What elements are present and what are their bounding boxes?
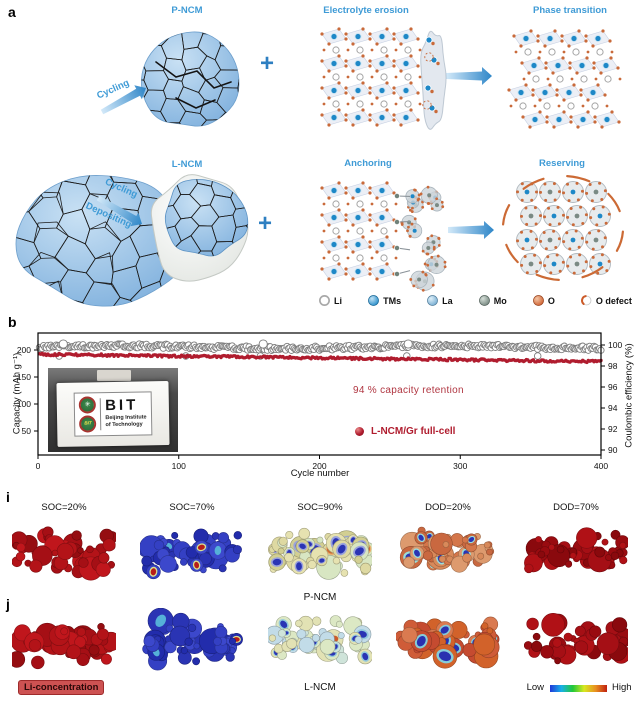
x-axis-title: Cycle number (290, 468, 350, 479)
legend-item-o-defect: O defect (580, 294, 632, 307)
bit-emblem-bottom-icon: BIT (79, 415, 97, 433)
svg-text:100: 100 (17, 399, 31, 409)
col-label-dod20: DOD=20% (425, 502, 471, 513)
bit-line2: of Technology (105, 421, 143, 429)
svg-text:300: 300 (453, 461, 467, 471)
full-cell-photo-inset: ✳ BIT BIT Beijing Institute of Technolog… (48, 368, 178, 452)
li-concentration-colorbar (550, 685, 607, 692)
scale-high-label: High (612, 682, 632, 693)
li-map-lncm-soc90 (268, 615, 372, 665)
svg-text:0: 0 (36, 461, 41, 471)
anchoring-title: Anchoring (344, 158, 392, 169)
full-cell-legend-label: L-NCM/Gr full-cell (371, 426, 456, 437)
full-cell-marker-icon (355, 427, 364, 436)
right-axis-title: Coulombic efficiency (%) (623, 343, 635, 448)
legend-item-li: Li (318, 294, 342, 307)
row-label-pncm: P-NCM (303, 592, 337, 603)
svg-text:96: 96 (608, 382, 618, 392)
svg-text:94: 94 (608, 403, 618, 413)
bit-emblem-top-icon: ✳ (79, 396, 97, 414)
plus-sign-top: + (259, 50, 275, 77)
mo-atom-icon (478, 294, 491, 307)
tms-atom-icon (367, 294, 380, 307)
col-label-dod70: DOD=70% (553, 502, 599, 513)
li-map-lncm-dod20 (396, 616, 500, 669)
panel-label-j: j (6, 596, 10, 612)
bit-label: ✳ BIT BIT Beijing Institute of Technolog… (73, 391, 152, 437)
svg-text:100: 100 (608, 340, 622, 350)
col-label-soc20: SOC=20% (41, 502, 87, 513)
atom-legend: Li TMs La Mo O O defect (318, 294, 632, 307)
li-map-pncm-dod70 (524, 527, 628, 574)
plus-sign-bottom: + (257, 210, 273, 237)
row-label-lncm: L-NCM (304, 682, 336, 693)
panel-label-b: b (8, 314, 17, 330)
svg-text:90: 90 (608, 445, 618, 455)
phase-transition-title: Phase transition (533, 5, 607, 16)
li-concentration-badge: Li-concentration (18, 680, 105, 695)
legend-item-mo: Mo (478, 294, 507, 307)
legend-item-la: La (426, 294, 453, 307)
pouch-cell: ✳ BIT BIT Beijing Institute of Technolog… (56, 381, 170, 447)
svg-text:92: 92 (608, 424, 618, 434)
li-map-pncm-soc90 (268, 527, 372, 580)
la-atom-icon (426, 294, 439, 307)
bit-line1: Beijing Institute (105, 414, 147, 422)
col-label-soc90: SOC=90% (297, 502, 343, 513)
li-map-pncm-dod20 (399, 526, 495, 573)
reserving-title: Reserving (539, 158, 585, 169)
svg-text:50: 50 (22, 426, 32, 436)
li-atom-icon (318, 294, 331, 307)
o-defect-icon (580, 294, 593, 307)
col-label-soc70: SOC=70% (169, 502, 215, 513)
legend-item-o: O (532, 294, 555, 307)
li-map-pncm-soc20 (12, 526, 116, 581)
svg-text:150: 150 (17, 372, 31, 382)
svg-text:98: 98 (608, 361, 618, 371)
pouch-cell-tab (97, 369, 132, 382)
bit-big-text: BIT (105, 396, 139, 415)
p-ncm-title: P-NCM (171, 5, 203, 16)
legend-item-tms: TMs (367, 294, 401, 307)
left-axis-title: Capacity (mAh g⁻¹) (11, 352, 23, 435)
o-atom-icon (532, 294, 545, 307)
panel-label-a: a (8, 4, 16, 20)
panel-a-illustration (15, 27, 624, 307)
svg-text:200: 200 (312, 461, 326, 471)
svg-text:200: 200 (17, 345, 31, 355)
li-map-lncm-soc70 (142, 608, 243, 671)
panel-label-i: i (6, 489, 10, 505)
scale-low-label: Low (526, 682, 544, 693)
li-map-lncm-soc20 (12, 622, 116, 670)
cycling-performance-chart: 50 100 150 200 90 92 94 96 98 100 0 100 200 300 400 (17, 332, 622, 471)
li-map-pncm-soc70 (140, 528, 243, 580)
svg-text:400: 400 (594, 461, 608, 471)
capacity-retention-note: 94 % capacity retention (353, 385, 464, 396)
li-map-lncm-dod70 (524, 612, 628, 665)
svg-text:100: 100 (172, 461, 186, 471)
electrolyte-erosion-title: Electrolyte erosion (323, 5, 409, 16)
l-ncm-title: L-NCM (171, 159, 203, 170)
